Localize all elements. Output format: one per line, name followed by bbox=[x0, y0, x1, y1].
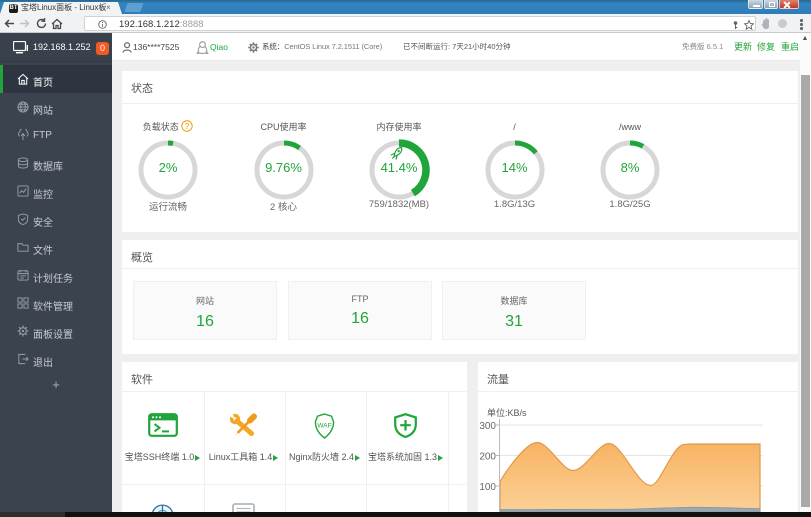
svg-text:200: 200 bbox=[479, 452, 496, 463]
svg-text:?: ? bbox=[185, 122, 190, 131]
svg-text:300: 300 bbox=[479, 421, 496, 432]
svg-text:WAF: WAF bbox=[317, 423, 331, 430]
svg-text:100: 100 bbox=[479, 482, 496, 493]
